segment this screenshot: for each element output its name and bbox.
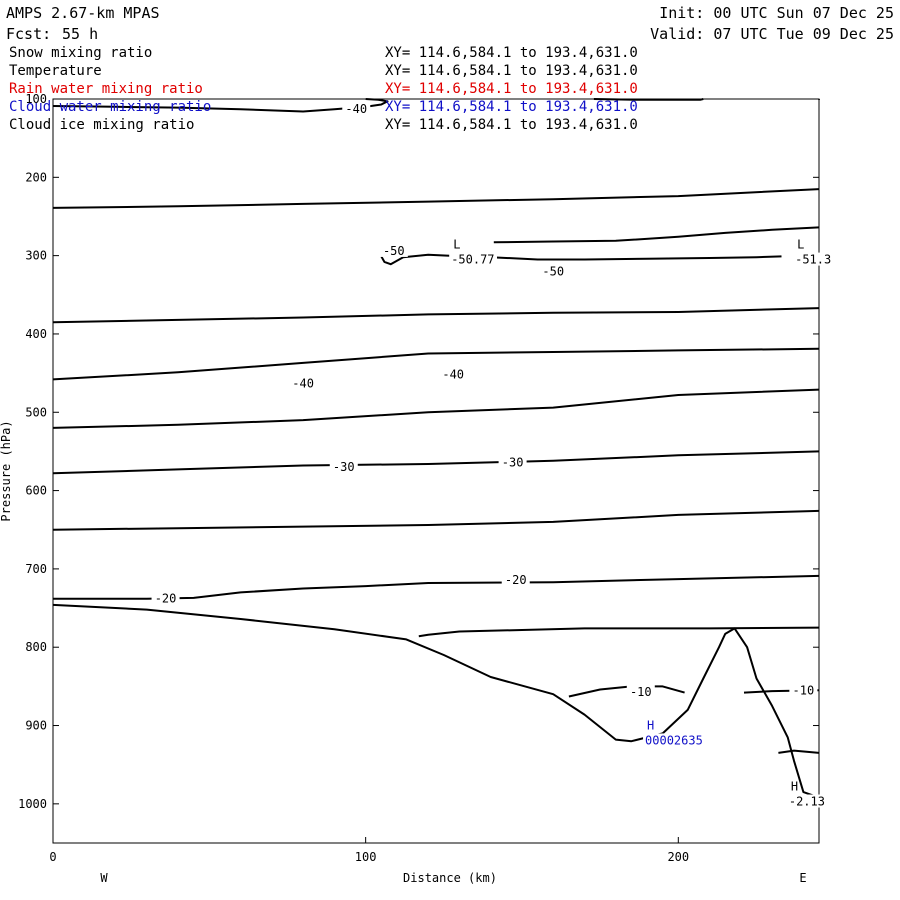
contour-label-bg bbox=[342, 102, 371, 116]
y-tick-label: 1000 bbox=[18, 797, 47, 811]
legend-entry-name: Cloud ice mixing ratio bbox=[9, 117, 194, 133]
valid-time: Valid: 07 UTC Tue 09 Dec 25 bbox=[650, 25, 894, 43]
contour-label-bg bbox=[289, 376, 318, 390]
y-tick-label: 300 bbox=[25, 249, 47, 263]
isotherm-line bbox=[52, 347, 820, 381]
contour-label: -40 bbox=[292, 376, 314, 390]
contour-label-bg bbox=[151, 591, 180, 605]
contour-label-bg bbox=[498, 455, 527, 469]
terrain-profile bbox=[52, 603, 820, 799]
contour-label-bg bbox=[539, 264, 568, 278]
model-title: AMPS 2.67-km MPAS bbox=[6, 4, 160, 22]
contour-label: -50 bbox=[383, 244, 405, 258]
isotherm-line bbox=[52, 509, 820, 531]
extremum-value: -2.13 bbox=[789, 795, 825, 809]
legend-entry-range: XY= 114.6,584.1 to 193.4,631.0 bbox=[385, 99, 638, 115]
legend-entry-name: Temperature bbox=[9, 63, 102, 79]
extremum-value-bg bbox=[786, 794, 828, 808]
extremum-value: -51.3 bbox=[795, 253, 831, 267]
isotherm-line bbox=[52, 98, 389, 113]
y-tick-label: 700 bbox=[25, 562, 47, 576]
east-label: E bbox=[799, 871, 806, 885]
contour-labels: -40 -50 -50 -40 -40 -30 -30 -20 -20 -10 -10 bbox=[151, 102, 818, 699]
isotherm-line bbox=[493, 226, 820, 244]
contour-label: -40 bbox=[442, 368, 464, 382]
forecast-hour: 55 h bbox=[62, 25, 98, 43]
x-tick-label: 0 bbox=[49, 850, 56, 864]
plot-frame bbox=[52, 98, 820, 844]
y-tick-label: 200 bbox=[25, 170, 47, 184]
x-tick-label: 200 bbox=[667, 850, 689, 864]
legend-entry-range: XY= 114.6,584.1 to 193.4,631.0 bbox=[385, 45, 638, 61]
y-tick-label: 500 bbox=[25, 405, 47, 419]
extremum-value-bg bbox=[449, 252, 497, 266]
extremum-marker: L bbox=[797, 238, 804, 252]
isotherm-line bbox=[52, 188, 820, 209]
x-tick-label: 100 bbox=[355, 850, 377, 864]
y-tick-label: 400 bbox=[25, 327, 47, 341]
contour-label: -50 bbox=[542, 264, 564, 278]
terrain-line bbox=[52, 603, 820, 799]
isotherm-line bbox=[418, 626, 820, 638]
contour-label-bg bbox=[439, 367, 468, 381]
contour-label: -30 bbox=[502, 455, 524, 469]
legend-entry-name: Rain water mixing ratio bbox=[9, 81, 203, 97]
isotherm-line bbox=[52, 388, 820, 429]
contour-label: -20 bbox=[155, 592, 177, 606]
x-axis-title: Distance (km) bbox=[403, 871, 497, 885]
extremum-marker: H bbox=[647, 718, 654, 732]
legend-entry-range: XY= 114.6,584.1 to 193.4,631.0 bbox=[385, 117, 638, 133]
contour-label: -10 bbox=[630, 685, 652, 699]
y-tick-label: 100 bbox=[25, 92, 47, 106]
init-time: Init: 00 UTC Sun 07 Dec 25 bbox=[659, 4, 894, 22]
contour-label-bg bbox=[789, 683, 818, 697]
y-axis-title: Pressure (hPa) bbox=[0, 420, 13, 521]
extremum-value: 00002635 bbox=[645, 733, 703, 747]
contour-label-bg bbox=[379, 243, 408, 257]
legend-entry-range: XY= 114.6,584.1 to 193.4,631.0 bbox=[385, 63, 638, 79]
legend-entry-range: XY= 114.6,584.1 to 193.4,631.0 bbox=[385, 81, 638, 97]
isotherm-line bbox=[778, 749, 820, 754]
contour-label-bg bbox=[329, 460, 358, 474]
extremum-value: -50.77 bbox=[451, 253, 494, 267]
isotherm-line bbox=[52, 450, 820, 475]
legend-entry-name: Cloud water mixing ratio bbox=[9, 99, 211, 115]
y-tick-label: 600 bbox=[25, 484, 47, 498]
extremum-value-bg bbox=[793, 252, 834, 266]
contour-label: -30 bbox=[333, 460, 355, 474]
contour-label: -40 bbox=[345, 102, 367, 116]
contour-label-bg bbox=[626, 684, 655, 698]
legend-entry-name: Snow mixing ratio bbox=[9, 45, 152, 61]
forecast-label: Fcst: bbox=[6, 25, 51, 43]
extremum-marker: H bbox=[791, 780, 798, 794]
extremum-marker: L bbox=[453, 238, 460, 252]
extremum-value-bg bbox=[643, 733, 706, 747]
west-label: W bbox=[100, 871, 108, 885]
contour-label: -10 bbox=[793, 683, 815, 697]
contour-label: -20 bbox=[505, 573, 527, 587]
y-tick-label: 800 bbox=[25, 640, 47, 654]
axis-ticks: 100 200 300 400 500 600 700 800 900 1000 0 100 200 bbox=[18, 92, 819, 864]
y-tick-label: 900 bbox=[25, 719, 47, 733]
isotherm-line bbox=[52, 307, 820, 324]
isotherm-line bbox=[593, 98, 704, 101]
contour-label-bg bbox=[501, 572, 530, 586]
legend: Snow mixing ratio XY= 114.6,584.1 to 193.… bbox=[9, 45, 638, 133]
